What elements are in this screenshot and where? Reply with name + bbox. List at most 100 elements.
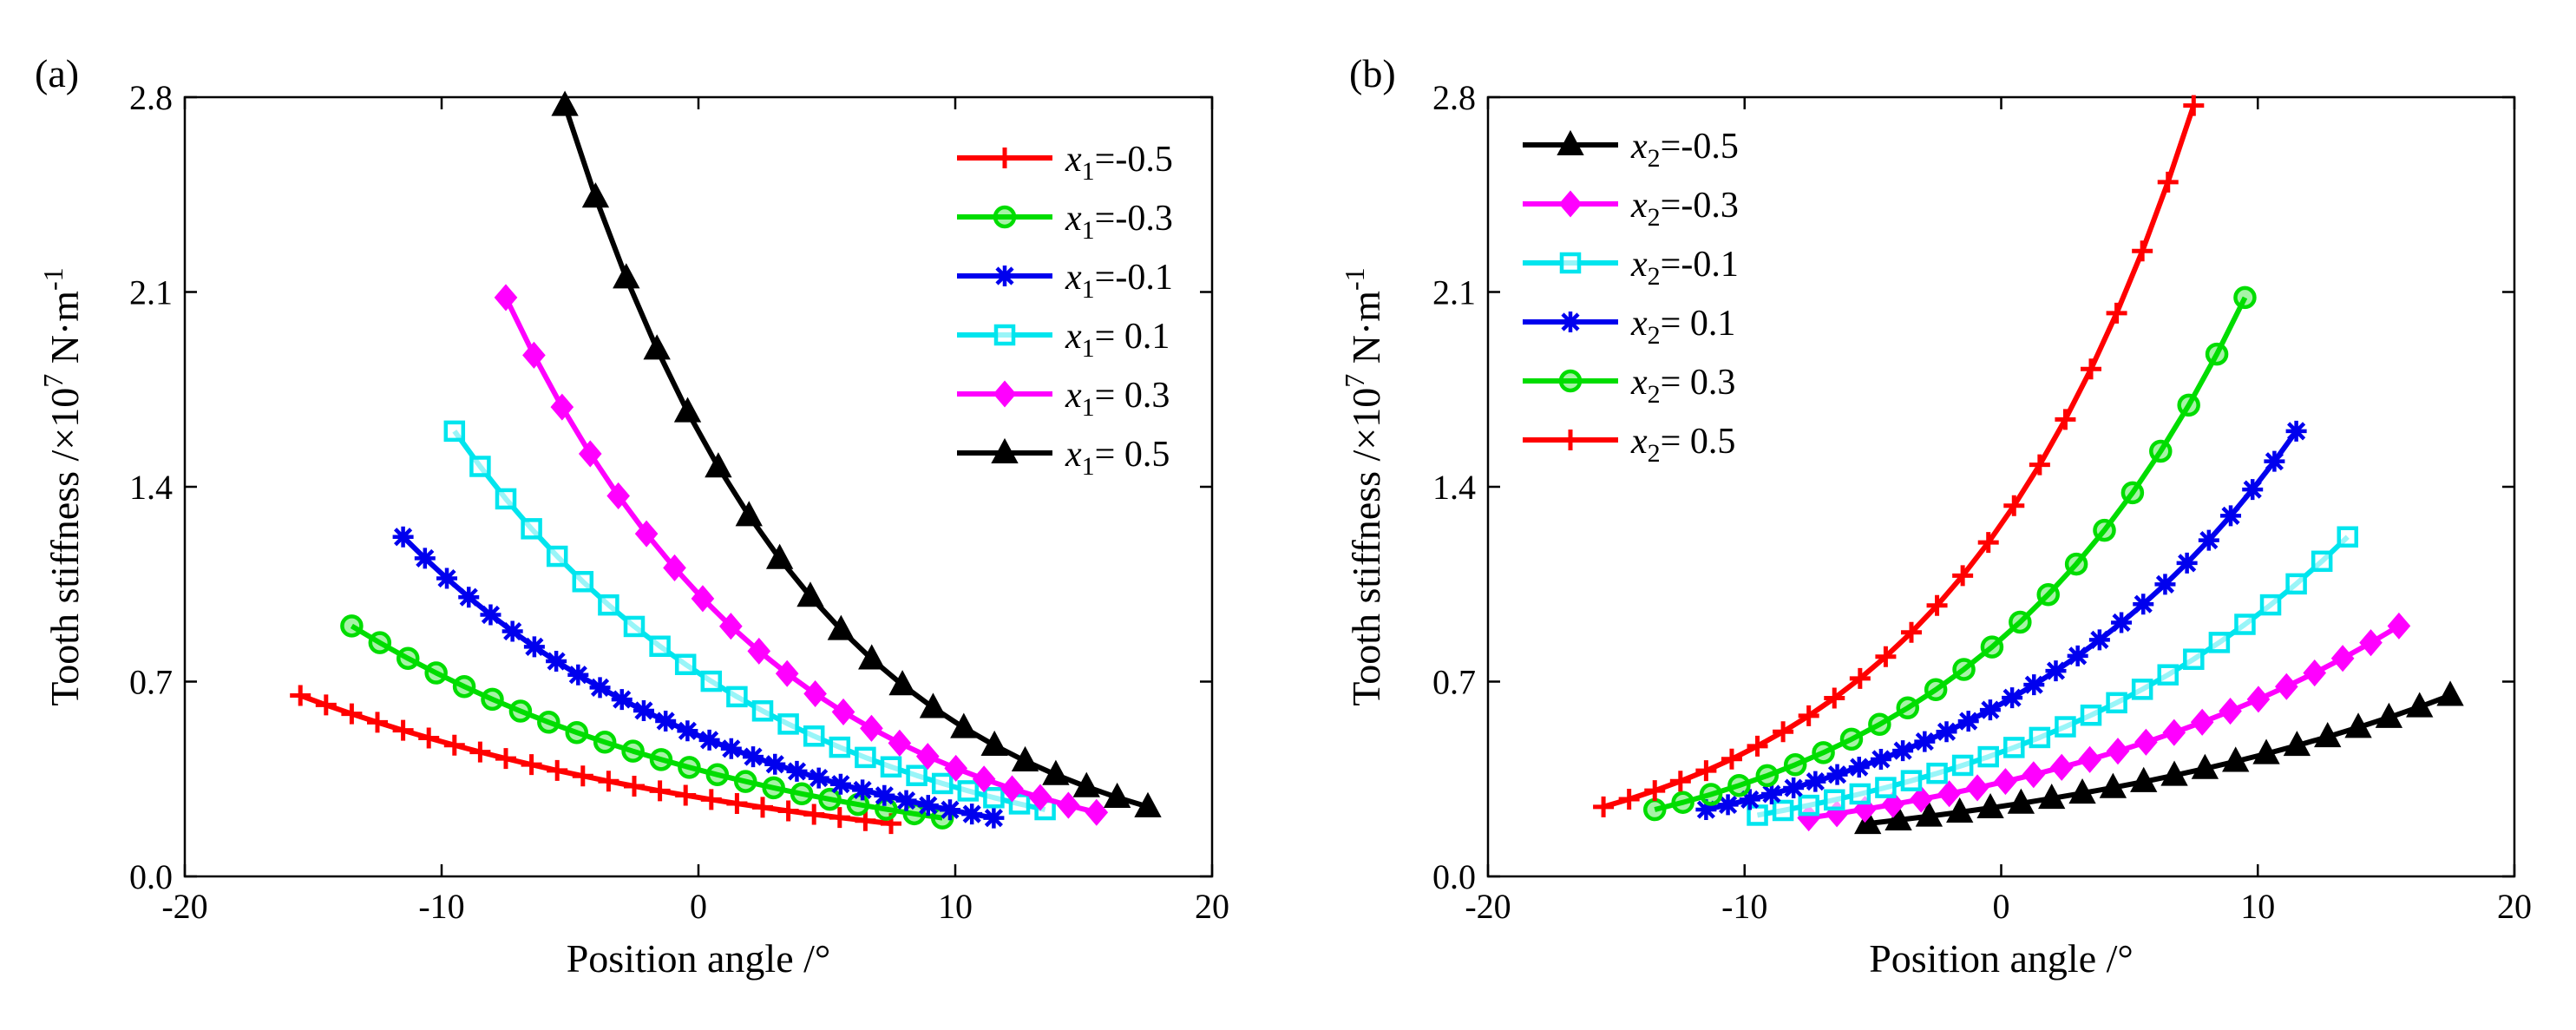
data-point bbox=[546, 545, 568, 567]
data-point bbox=[1839, 727, 1864, 751]
series-line bbox=[1705, 430, 2299, 812]
data-point bbox=[1870, 748, 1891, 770]
data-point bbox=[1747, 735, 1768, 757]
legend-item: x2=-0.3 bbox=[1523, 186, 1739, 232]
x-tick-label: 10 bbox=[2240, 887, 2275, 926]
data-point bbox=[2007, 788, 2035, 814]
legend-label: x1=-0.3 bbox=[1065, 199, 1173, 245]
data-point bbox=[2029, 454, 2050, 476]
data-point bbox=[1909, 785, 1933, 813]
data-point bbox=[1915, 801, 1943, 827]
data-point bbox=[1892, 740, 1914, 762]
data-point bbox=[578, 440, 602, 468]
data-point bbox=[1896, 696, 1920, 720]
data-point bbox=[2154, 574, 2176, 595]
data-point bbox=[368, 631, 392, 654]
data-point bbox=[550, 393, 574, 421]
data-point bbox=[1755, 764, 1780, 788]
data-point bbox=[852, 779, 874, 801]
data-point bbox=[581, 182, 610, 208]
data-point bbox=[2106, 738, 2130, 765]
data-point bbox=[983, 807, 1005, 829]
legend-label: x1=-0.1 bbox=[1065, 258, 1173, 304]
data-point bbox=[1028, 784, 1052, 811]
data-point bbox=[480, 604, 501, 626]
data-point bbox=[2002, 687, 2023, 709]
data-point bbox=[919, 692, 947, 718]
data-point bbox=[2330, 645, 2355, 672]
legend-item: x1=-0.5 bbox=[957, 140, 1173, 186]
y-tick-label: 0.7 bbox=[1432, 663, 1476, 702]
data-point bbox=[1739, 789, 1760, 810]
data-point bbox=[2149, 439, 2173, 463]
data-point bbox=[698, 729, 720, 751]
data-point bbox=[452, 674, 476, 699]
legend-item: x2=-0.5 bbox=[1523, 127, 1739, 173]
data-point bbox=[443, 420, 466, 443]
legend-label: x2=-0.3 bbox=[1630, 186, 1739, 232]
data-point bbox=[2252, 738, 2280, 764]
data-point bbox=[827, 614, 855, 640]
x-tick-label: -10 bbox=[418, 887, 464, 926]
data-point bbox=[1103, 782, 1131, 809]
data-point bbox=[1042, 759, 1070, 785]
series-0 bbox=[290, 685, 901, 835]
data-point bbox=[2055, 716, 2076, 738]
data-point bbox=[674, 653, 697, 675]
data-point bbox=[649, 748, 673, 771]
data-point bbox=[855, 810, 876, 831]
data-point bbox=[2157, 171, 2179, 193]
y-tick-label: 0.7 bbox=[129, 663, 173, 702]
legend-label: x1= 0.3 bbox=[1065, 376, 1170, 422]
data-point bbox=[1854, 808, 1882, 835]
data-point bbox=[2157, 664, 2179, 686]
data-point bbox=[2234, 613, 2256, 635]
data-point bbox=[803, 679, 827, 708]
data-point bbox=[2220, 505, 2242, 527]
data-point bbox=[2022, 761, 2046, 789]
data-point bbox=[481, 687, 504, 712]
legend-item: x2= 0.5 bbox=[1523, 422, 1735, 468]
data-point bbox=[2242, 479, 2264, 501]
data-point bbox=[726, 686, 748, 708]
legend-item: x1= 0.1 bbox=[957, 317, 1170, 363]
data-point bbox=[649, 635, 671, 657]
data-point bbox=[1994, 768, 2017, 796]
data-point bbox=[1798, 705, 1819, 726]
legend: x1=-0.5 x1=-0.3 x1=-0.1 x1= 0.1 x1= 0.3 x1= 0… bbox=[957, 140, 1173, 481]
y-tick-label: 2.8 bbox=[1432, 78, 1476, 117]
data-point bbox=[980, 730, 1008, 757]
data-point bbox=[950, 712, 978, 738]
legend-marker bbox=[1558, 190, 1583, 218]
chart-panel-a: -20 -10 0 10 20 0.0 0.7 1.4 2.1 2.8 (a) Position an… bbox=[35, 51, 1229, 981]
data-point bbox=[436, 567, 458, 589]
data-point bbox=[1072, 771, 1100, 797]
data-point bbox=[1727, 773, 1751, 797]
data-point bbox=[1977, 745, 1999, 768]
data-point bbox=[743, 746, 764, 768]
legend-item: x1=-0.1 bbox=[957, 258, 1173, 304]
series-2 bbox=[1747, 526, 2359, 826]
data-point bbox=[786, 760, 808, 782]
data-point bbox=[829, 807, 850, 829]
legend-item: x2= 0.3 bbox=[1523, 363, 1735, 409]
data-point bbox=[1695, 799, 1717, 821]
series-5 bbox=[551, 90, 1162, 817]
data-point bbox=[705, 763, 730, 787]
data-point bbox=[2183, 648, 2205, 670]
data-point bbox=[392, 719, 414, 741]
x-tick-label: 10 bbox=[938, 887, 973, 926]
data-point bbox=[961, 804, 983, 825]
data-point bbox=[2219, 698, 2242, 725]
x-axis-label: Position angle /° bbox=[567, 936, 831, 981]
series-line bbox=[503, 296, 1098, 816]
data-point bbox=[2406, 692, 2434, 718]
y-axis-label: Tooth stiffness /×107 N·m-1 bbox=[37, 267, 87, 705]
data-point bbox=[424, 661, 448, 685]
data-point bbox=[700, 789, 722, 810]
chart-panel-b: -20 -10 0 10 20 0.0 0.7 1.4 2.1 2.8 (b) Position an… bbox=[1339, 51, 2532, 981]
data-point bbox=[1884, 804, 1912, 830]
data-point bbox=[2183, 95, 2205, 116]
data-point bbox=[917, 795, 939, 817]
data-point bbox=[1057, 791, 1080, 819]
